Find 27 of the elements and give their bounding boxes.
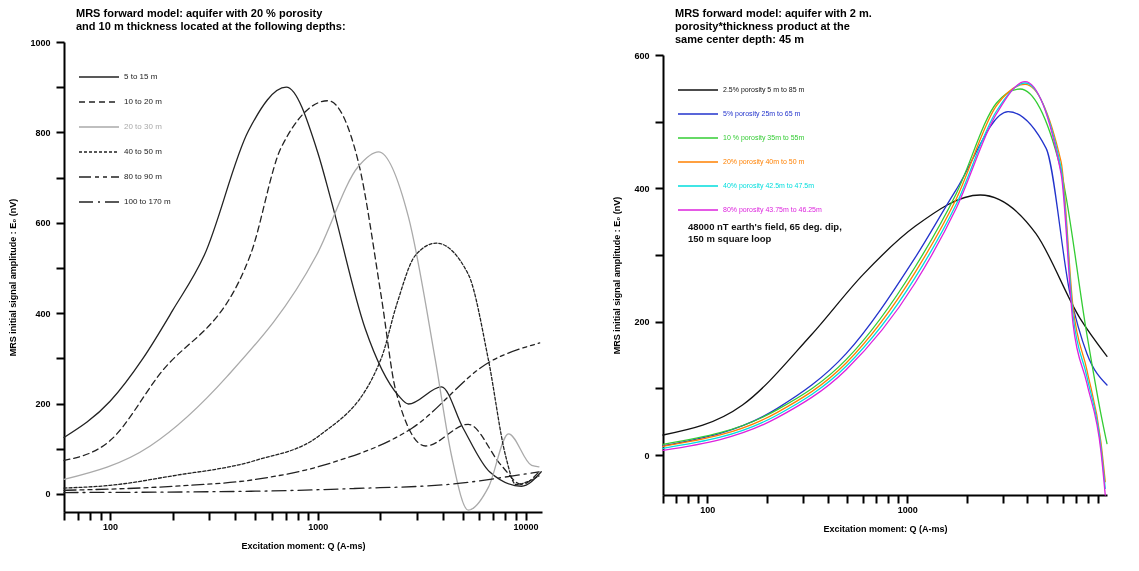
- chart-title: MRS forward model: aquifer with 2 m. porosity*thickness product at the same center depth: 45 m: [675, 7, 872, 45]
- x-axis-title: Excitation moment: Q (A-ms): [823, 523, 948, 534]
- y-tick-label: 600: [35, 218, 51, 229]
- legend-label: 100 to 170 m: [124, 197, 172, 206]
- y-axis-title: MRS initial signal amplitude : E₀ (nV): [612, 196, 623, 355]
- y-tick-label: 400: [634, 183, 650, 194]
- chart-title: MRS forward model: aquifer with 20 % porosity and 10 m thickness located at the following depths:: [76, 7, 346, 32]
- y-tick-label: 1000: [30, 37, 51, 48]
- x-tick-label: 100: [103, 521, 119, 532]
- y-tick-label: 200: [634, 317, 650, 328]
- y-tick-label: 200: [35, 399, 51, 410]
- y-axis-title: MRS initial signal amplitude : E₀ (nV): [8, 198, 19, 357]
- legend-label: 10 to 20 m: [124, 97, 163, 106]
- legend-label: 40 to 50 m: [124, 147, 163, 156]
- legend-label: 80 to 90 m: [124, 172, 163, 181]
- y-tick-label: 0: [644, 450, 650, 461]
- x-axis-title: Excitation moment: Q (A-ms): [241, 540, 366, 551]
- y-tick-label: 600: [634, 50, 650, 61]
- legend-label: 5 to 15 m: [124, 72, 158, 81]
- y-tick-label: 400: [35, 308, 51, 319]
- legend-label: 20 to 30 m: [124, 122, 163, 131]
- x-tick-label: 1000: [308, 521, 329, 532]
- y-tick-label: 800: [35, 127, 51, 138]
- x-tick-label: 100: [700, 504, 716, 515]
- x-tick-label: 10000: [513, 521, 539, 532]
- y-tick-label: 0: [45, 489, 51, 500]
- annotation: 48000 nT earth's field, 65 deg. dip, 150 m square loop: [688, 221, 842, 245]
